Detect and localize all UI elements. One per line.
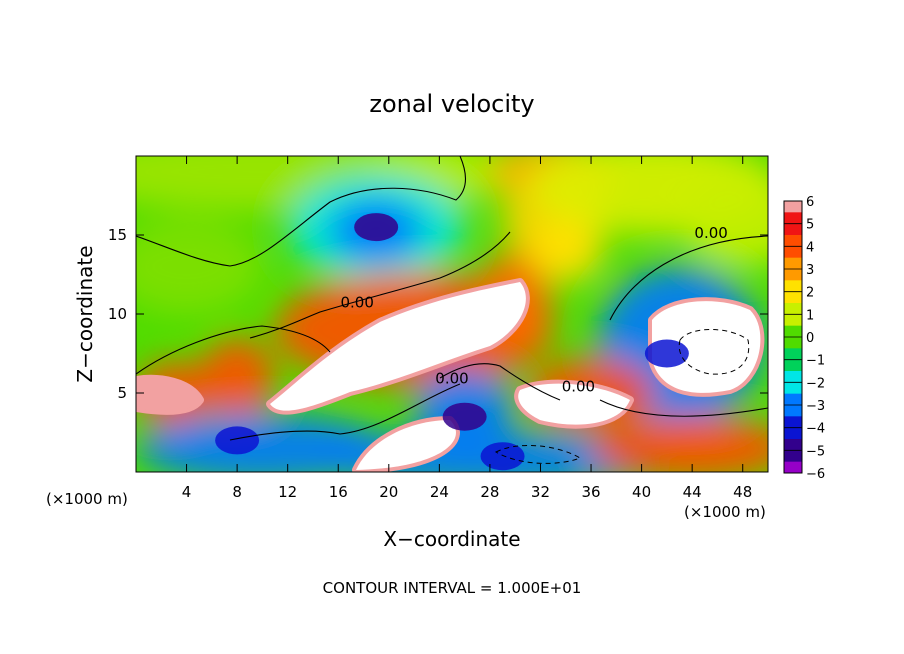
colorbar-band bbox=[784, 382, 802, 395]
colorbar-label: 3 bbox=[806, 263, 814, 278]
colorbar-band bbox=[784, 325, 802, 338]
x-unit-left: (×1000 m) bbox=[46, 490, 128, 508]
field-max-core bbox=[266, 278, 530, 415]
field-blob bbox=[199, 337, 276, 417]
colorbar-band bbox=[784, 337, 802, 349]
contour-label: 0.00 bbox=[435, 370, 468, 388]
velocity-cores bbox=[136, 213, 765, 472]
x-tick-label: 36 bbox=[581, 483, 600, 501]
colorbar-band bbox=[784, 212, 802, 225]
x-tick-label: 32 bbox=[531, 483, 550, 501]
field-min-core bbox=[215, 426, 260, 455]
contour-line-solid bbox=[229, 383, 461, 441]
x-tick-label: 28 bbox=[480, 483, 499, 501]
x-tick-label: 40 bbox=[632, 483, 651, 501]
x-unit-right: (×1000 m) bbox=[684, 503, 766, 521]
field-min-core bbox=[442, 402, 487, 431]
colorbar-label: −1 bbox=[806, 354, 825, 369]
colorbar-band bbox=[784, 303, 802, 315]
field-max-core bbox=[648, 297, 765, 397]
contour-label: 0.00 bbox=[562, 377, 595, 395]
y-tick-label: 5 bbox=[117, 384, 127, 402]
colorbar-band bbox=[784, 257, 802, 270]
contour-lines bbox=[136, 156, 768, 464]
y-axis-ticks: 5 10 15 bbox=[108, 226, 768, 402]
colorbar-label: 5 bbox=[806, 218, 814, 233]
x-tick-label: 16 bbox=[329, 483, 348, 501]
x-axis-ticks: 4 8 12 16 20 24 28 32 36 40 44 48 bbox=[182, 156, 752, 501]
colorbar-band bbox=[784, 405, 802, 417]
colorbar-band bbox=[784, 439, 802, 451]
colorbar-label: −3 bbox=[806, 399, 825, 414]
y-axis-label: Z−coordinate bbox=[73, 245, 97, 382]
field-min-core bbox=[480, 442, 525, 471]
field-blob bbox=[136, 219, 263, 314]
contour-line-solid bbox=[599, 399, 768, 417]
colorbar-label: 6 bbox=[806, 195, 814, 210]
colorbar: 6 5 4 3 2 1 0 −1 −2 −3 −4 −5 −6 bbox=[783, 195, 825, 482]
x-tick-label: 4 bbox=[182, 483, 192, 501]
colorbar-band bbox=[784, 371, 802, 383]
contour-labels: 0.00 0.00 0.00 0.00 bbox=[340, 224, 727, 395]
field-min-core bbox=[644, 339, 689, 368]
x-tick-label: 12 bbox=[278, 483, 297, 501]
colorbar-label: −5 bbox=[806, 444, 825, 459]
colorbar-band bbox=[784, 235, 802, 247]
colorbar-band bbox=[784, 269, 802, 281]
y-tick-label: 10 bbox=[108, 305, 127, 323]
colorbar-label: 0 bbox=[806, 331, 814, 346]
colorbar-label: 4 bbox=[806, 240, 814, 255]
colorbar-label: −6 bbox=[806, 467, 825, 482]
field-min-core bbox=[354, 213, 399, 242]
colorbar-label: −2 bbox=[806, 376, 825, 391]
contour-interval-note: CONTOUR INTERVAL = 1.000E+01 bbox=[323, 579, 582, 597]
field-blob bbox=[591, 416, 768, 472]
contour-line-dashed bbox=[494, 444, 582, 464]
field-blob bbox=[527, 219, 604, 283]
colorbar-band bbox=[784, 427, 802, 440]
plot-area bbox=[136, 156, 768, 472]
contour-line-solid bbox=[439, 363, 561, 401]
colorbar-band bbox=[784, 314, 802, 327]
contour-line-solid bbox=[609, 235, 768, 321]
x-tick-label: 44 bbox=[683, 483, 702, 501]
x-tick-label: 20 bbox=[379, 483, 398, 501]
colorbar-band bbox=[784, 280, 802, 293]
chart-title: zonal velocity bbox=[369, 90, 534, 118]
colorbar-band bbox=[784, 246, 802, 259]
colorbar-label: 2 bbox=[806, 286, 814, 301]
colorbar-band bbox=[784, 348, 802, 361]
contour-label: 0.00 bbox=[340, 294, 373, 312]
colorbar-band bbox=[784, 359, 802, 372]
colorbar-band bbox=[784, 223, 802, 236]
colorbar-band bbox=[784, 461, 802, 474]
field-blob bbox=[679, 171, 768, 267]
colorbar-band bbox=[784, 201, 802, 213]
contour-line-solid bbox=[136, 325, 331, 375]
contour-line-solid bbox=[249, 231, 511, 339]
colorbar-band bbox=[784, 393, 802, 406]
velocity-field bbox=[136, 156, 768, 472]
field-max-core bbox=[136, 374, 204, 415]
x-tick-label: 24 bbox=[430, 483, 449, 501]
x-axis-label: X−coordinate bbox=[383, 527, 520, 551]
colorbar-band bbox=[784, 450, 802, 463]
contour-label: 0.00 bbox=[694, 224, 727, 242]
x-tick-label: 8 bbox=[232, 483, 242, 501]
colorbar-label: −4 bbox=[806, 422, 825, 437]
colorbar-label: 1 bbox=[806, 308, 814, 323]
colorbar-band bbox=[784, 291, 802, 304]
contour-line-solid bbox=[136, 156, 467, 267]
y-tick-label: 15 bbox=[108, 226, 127, 244]
x-tick-label: 48 bbox=[733, 483, 752, 501]
colorbar-band bbox=[784, 416, 802, 429]
